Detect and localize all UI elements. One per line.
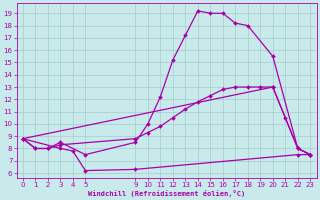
- X-axis label: Windchill (Refroidissement éolien,°C): Windchill (Refroidissement éolien,°C): [88, 190, 245, 197]
